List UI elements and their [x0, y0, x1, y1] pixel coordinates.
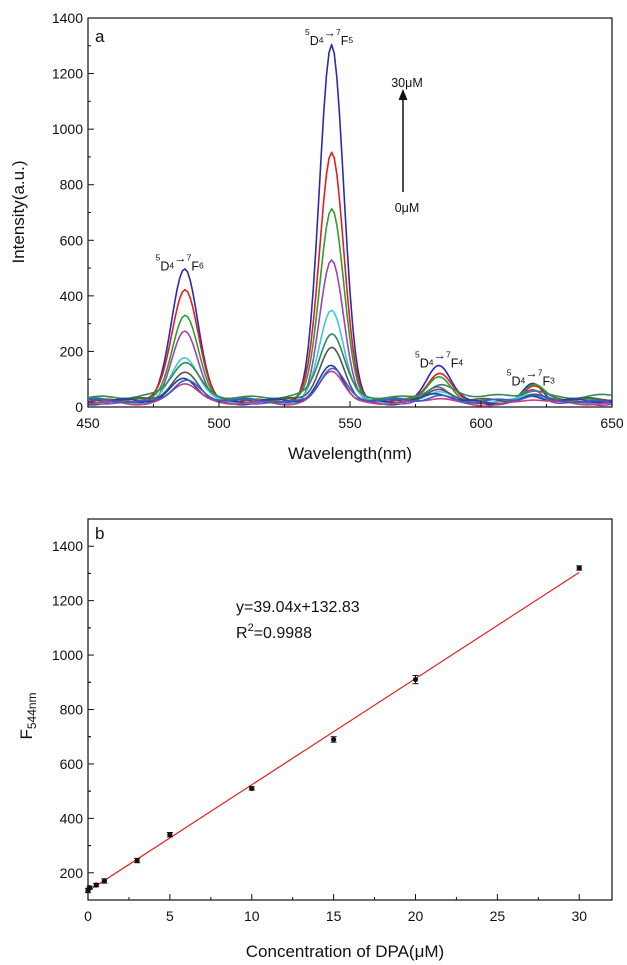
data-point-marker	[93, 882, 99, 888]
panel-a-chart: 450 500 550 600 650 0 200 400 600 800 1000 1200 1400…	[9, 10, 624, 463]
linear-fit-line	[87, 571, 580, 892]
r-squared: R2=0.9988	[236, 622, 312, 642]
panel-a-letter: a	[95, 27, 105, 46]
r2-letter: R	[236, 625, 248, 642]
transition-label: 5D4→7F5	[305, 26, 353, 48]
spectrum-series-line	[87, 309, 613, 406]
data-point	[412, 674, 419, 685]
a-x-tick-label: 600	[469, 415, 493, 431]
data-point	[576, 565, 583, 571]
a-y-tick-label: 800	[60, 177, 84, 193]
panel-a-peak-annotations: 5D4→7F6 5D4→7F5 5D4→7F4 5D4→7F3	[156, 26, 555, 388]
b-y-tick-label: 400	[60, 810, 84, 826]
panel-a-x-axis-title: Wavelength(nm)	[288, 444, 412, 463]
a-x-tick-label: 550	[338, 415, 362, 431]
y-title-main: F	[17, 729, 36, 739]
r2-exponent: 2	[248, 622, 254, 634]
transition-label: 5D4→7F4	[415, 349, 463, 371]
arrow-top-label: 30μM	[391, 76, 423, 90]
panel-b-frame	[87, 518, 613, 901]
a-y-tick-label: 1200	[52, 66, 83, 82]
panel-b-fit-line-group	[87, 571, 580, 892]
concentration-arrow: 30μM 0μM	[391, 76, 423, 215]
panel-b-y-axis-title: F544nm	[17, 692, 39, 739]
panel-a-ticks: 450 500 550 600 650 0 200 400 600 800 1000 1200 1400	[52, 10, 624, 431]
data-point-marker	[134, 857, 140, 864]
b-x-tick-label: 15	[326, 908, 342, 924]
r2-value: =0.9988	[254, 625, 312, 642]
panel-b-ticks: 0 5 10 15 20 25 30 200 400 600 800 1000 1200 1400	[52, 538, 587, 924]
transition-label: 5D4→7F6	[156, 251, 204, 273]
b-y-tick-label: 1000	[52, 647, 83, 663]
b-x-tick-label: 0	[84, 908, 92, 924]
b-x-tick-label: 25	[490, 908, 506, 924]
spectrum-series-line	[87, 208, 613, 404]
data-point	[166, 832, 173, 838]
arrow-head	[398, 89, 408, 100]
a-y-tick-label: 1400	[52, 10, 83, 26]
fit-equation: y=39.04x+132.83	[236, 599, 360, 616]
y-title-sub: 544nm	[25, 692, 39, 729]
panel-b-points	[85, 565, 583, 894]
data-point	[101, 878, 108, 884]
spectrum-series-line	[87, 333, 613, 400]
a-y-tick-label: 200	[60, 343, 84, 359]
a-y-tick-label: 0	[75, 399, 83, 415]
b-y-tick-label: 600	[60, 756, 84, 772]
b-x-tick-label: 10	[244, 908, 260, 924]
data-point-marker	[249, 785, 255, 792]
data-point-marker	[331, 736, 337, 743]
a-x-tick-label: 450	[76, 415, 100, 431]
b-x-tick-label: 30	[571, 908, 587, 924]
spectrum-series-line	[87, 370, 613, 407]
b-y-tick-label: 1400	[52, 538, 83, 554]
b-y-tick-label: 1200	[52, 593, 83, 609]
b-y-tick-label: 800	[60, 702, 84, 718]
data-point	[330, 736, 337, 743]
b-x-tick-label: 5	[166, 908, 174, 924]
panel-b-chart: 0 5 10 15 20 25 30 200 400 600 800 1000 1200 1400 b y…	[17, 518, 613, 961]
panel-a-series-group	[87, 43, 613, 407]
data-point-marker	[576, 565, 582, 571]
panel-b-x-axis-title: Concentration of DPA(μM)	[246, 942, 444, 961]
a-x-tick-label: 500	[207, 415, 231, 431]
b-x-tick-label: 20	[408, 908, 424, 924]
data-point-marker	[101, 878, 107, 884]
a-y-tick-label: 1000	[52, 121, 83, 137]
panel-b-letter: b	[95, 524, 104, 543]
a-y-tick-label: 600	[60, 232, 84, 248]
spectrum-series-line	[87, 43, 613, 406]
arrow-bottom-label: 0μM	[395, 201, 420, 215]
data-point	[86, 885, 93, 891]
b-y-tick-label: 200	[60, 865, 84, 881]
spectrum-series-line	[87, 367, 613, 404]
panel-a-y-axis-title: Intensity(a.u.)	[9, 161, 28, 264]
transition-label: 5D4→7F3	[507, 367, 555, 389]
a-x-tick-label: 650	[600, 415, 624, 431]
data-point	[93, 882, 100, 888]
data-point	[248, 785, 255, 792]
data-point-marker	[87, 885, 93, 891]
data-point-marker	[167, 832, 173, 838]
data-point	[134, 857, 141, 864]
data-point-marker	[412, 676, 419, 683]
a-y-tick-label: 400	[60, 288, 84, 304]
